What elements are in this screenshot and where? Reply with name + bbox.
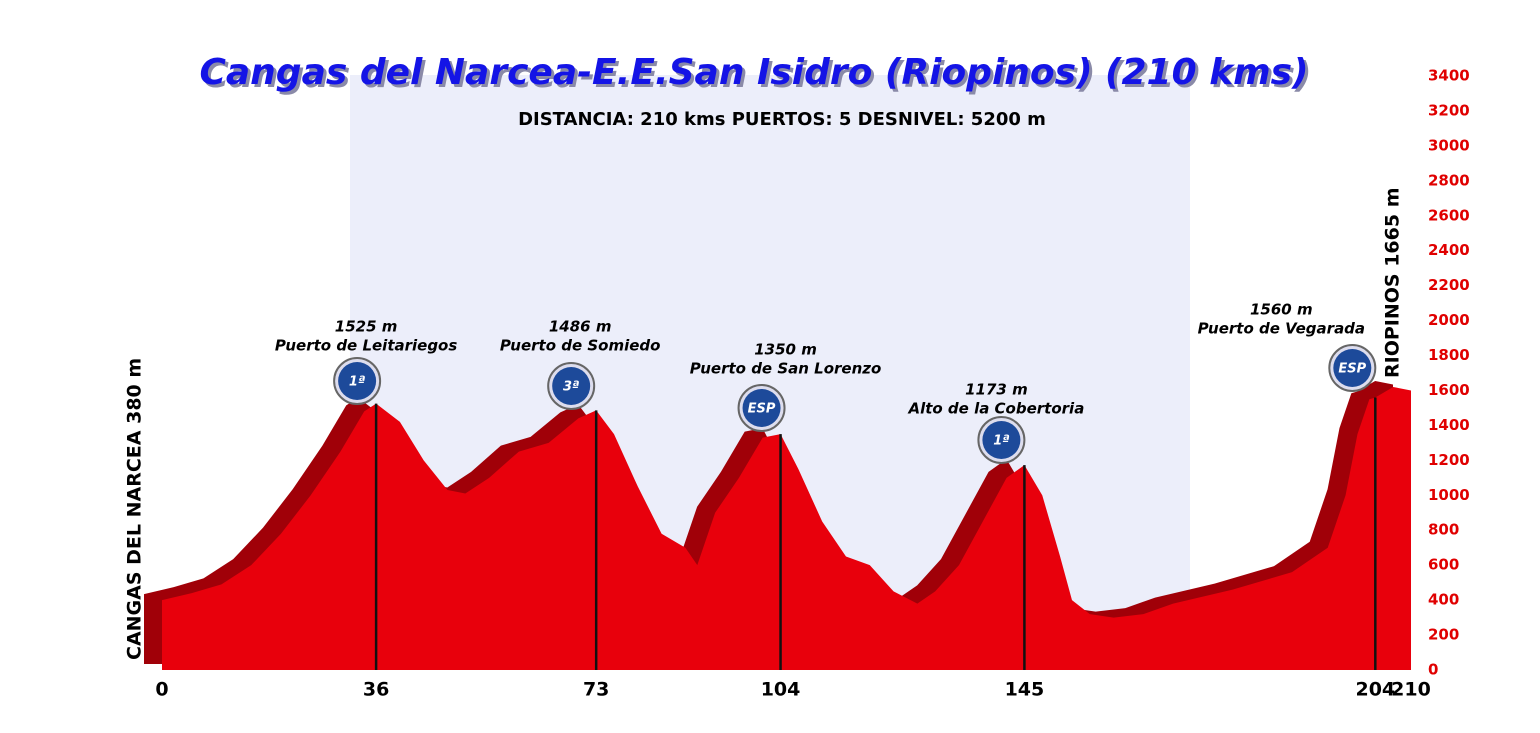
pass-elevation: 1525 m (335, 318, 398, 336)
badge-label: ESP (1338, 362, 1366, 377)
badge (552, 367, 591, 405)
y-tick-label: 400 (1428, 591, 1459, 609)
badge-label: 1ª (349, 375, 365, 390)
badge (982, 421, 1021, 459)
badge-label: ESP (748, 402, 776, 417)
y-tick-label: 2000 (1428, 311, 1470, 329)
pass-name: Puerto de San Lorenzo (690, 360, 882, 378)
y-tick-label: 1400 (1428, 416, 1470, 434)
y-tick-label: 200 (1428, 626, 1459, 644)
pass-name: Alto de la Cobertoria (907, 400, 1084, 418)
y-tick-label: 2200 (1428, 276, 1470, 294)
x-tick-label: 0 (155, 679, 168, 701)
x-tick-label: 210 (1391, 679, 1431, 701)
x-tick-label: 104 (761, 679, 801, 701)
y-tick-label: 0 (1428, 661, 1438, 679)
x-tick-label: 73 (583, 679, 609, 701)
pass-name: Puerto de Somiedo (500, 337, 661, 355)
x-tick-label: 145 (1005, 679, 1045, 701)
y-tick-label: 3200 (1428, 101, 1470, 119)
y-tick-label: 2400 (1428, 241, 1470, 259)
pass-elevation: 1173 m (965, 381, 1028, 399)
badge-label: 1ª (993, 434, 1009, 449)
start-label: CANGAS DEL NARCEA 380 m (124, 358, 146, 660)
y-tick-label: 2600 (1428, 206, 1470, 224)
y-tick-label: 1000 (1428, 486, 1470, 504)
x-tick-label: 204 (1355, 679, 1395, 701)
y-tick-label: 1200 (1428, 451, 1470, 469)
chart-title: Cangas del Narcea-E.E.San Isidro (Riopin… (199, 52, 1308, 93)
pass-elevation: 1486 m (549, 318, 612, 336)
pass-elevation: 1560 m (1250, 301, 1313, 319)
badge-label: 3ª (563, 380, 579, 395)
pass-name: Puerto de Vegarada (1198, 320, 1365, 338)
y-tick-label: 2800 (1428, 171, 1470, 189)
pass-name: Puerto de Leitariegos (275, 337, 457, 355)
subtitle: DISTANCIA: 210 kms PUERTOS: 5 DESNIVEL: … (518, 109, 1046, 130)
x-tick-label: 36 (363, 679, 389, 701)
y-tick-label: 1600 (1428, 381, 1470, 399)
y-tick-label: 800 (1428, 521, 1459, 539)
y-tick-label: 3000 (1428, 136, 1470, 154)
y-tick-label: 600 (1428, 556, 1459, 574)
pass-elevation: 1350 m (754, 341, 817, 359)
y-tick-label: 1800 (1428, 346, 1470, 364)
badge (338, 362, 377, 400)
badge (1333, 349, 1372, 387)
profile-area (162, 386, 1411, 670)
badge (742, 389, 781, 427)
end-label: RIOPINOS 1665 m (1382, 188, 1404, 379)
y-tick-label: 3400 (1428, 67, 1470, 85)
title-shadow: Cangas del Narcea-E.E.San Isidro (Riopin… (202, 55, 1311, 96)
